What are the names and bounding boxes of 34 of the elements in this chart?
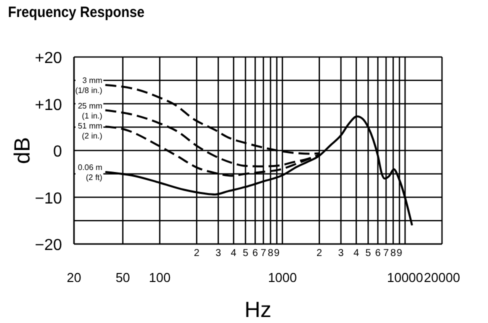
y-tick-label: +20 (34, 50, 62, 67)
text: 5 (242, 248, 249, 259)
text: 9 (274, 248, 280, 259)
series-label: 0.06 m (2 ft) (78, 163, 103, 182)
series-label: 25 mm (1 in.) (78, 101, 103, 120)
text: 7 (383, 248, 390, 259)
text: 4 (353, 248, 360, 259)
text: 7 (260, 248, 267, 259)
y-tick-label: +10 (34, 96, 62, 114)
text: 9 (396, 248, 403, 259)
y-tick-label: 0 (53, 144, 62, 160)
text: 5 (365, 248, 372, 259)
text: 2 (194, 248, 200, 259)
text: 2 (316, 248, 323, 259)
x-axis-title: Hz (244, 297, 272, 322)
y-axis-title: dB (10, 137, 34, 164)
text: 4 (230, 248, 237, 259)
x-tick-label: 20 (66, 270, 82, 285)
series-label: 51 mm (2 in.) (78, 121, 103, 140)
series-label: 3 mm (1/8 in.) (75, 76, 103, 96)
x-tick-label: 1000 (268, 270, 297, 285)
text: 6 (375, 248, 382, 259)
text: 8 (390, 248, 396, 259)
chart-title: Frequency Response (8, 4, 145, 21)
text: 6 (252, 248, 258, 259)
text: 3 (338, 248, 344, 259)
x-tick-label: 10000 (386, 270, 424, 285)
text: 3 (215, 248, 222, 259)
y-tick-label: −20 (34, 237, 62, 254)
x-tick-label: 100 (148, 270, 171, 285)
x-tick-label: 20000 (424, 270, 460, 285)
y-tick-label: −10 (34, 190, 62, 208)
x-tick-label: 50 (116, 270, 130, 285)
text: 8 (268, 248, 274, 259)
